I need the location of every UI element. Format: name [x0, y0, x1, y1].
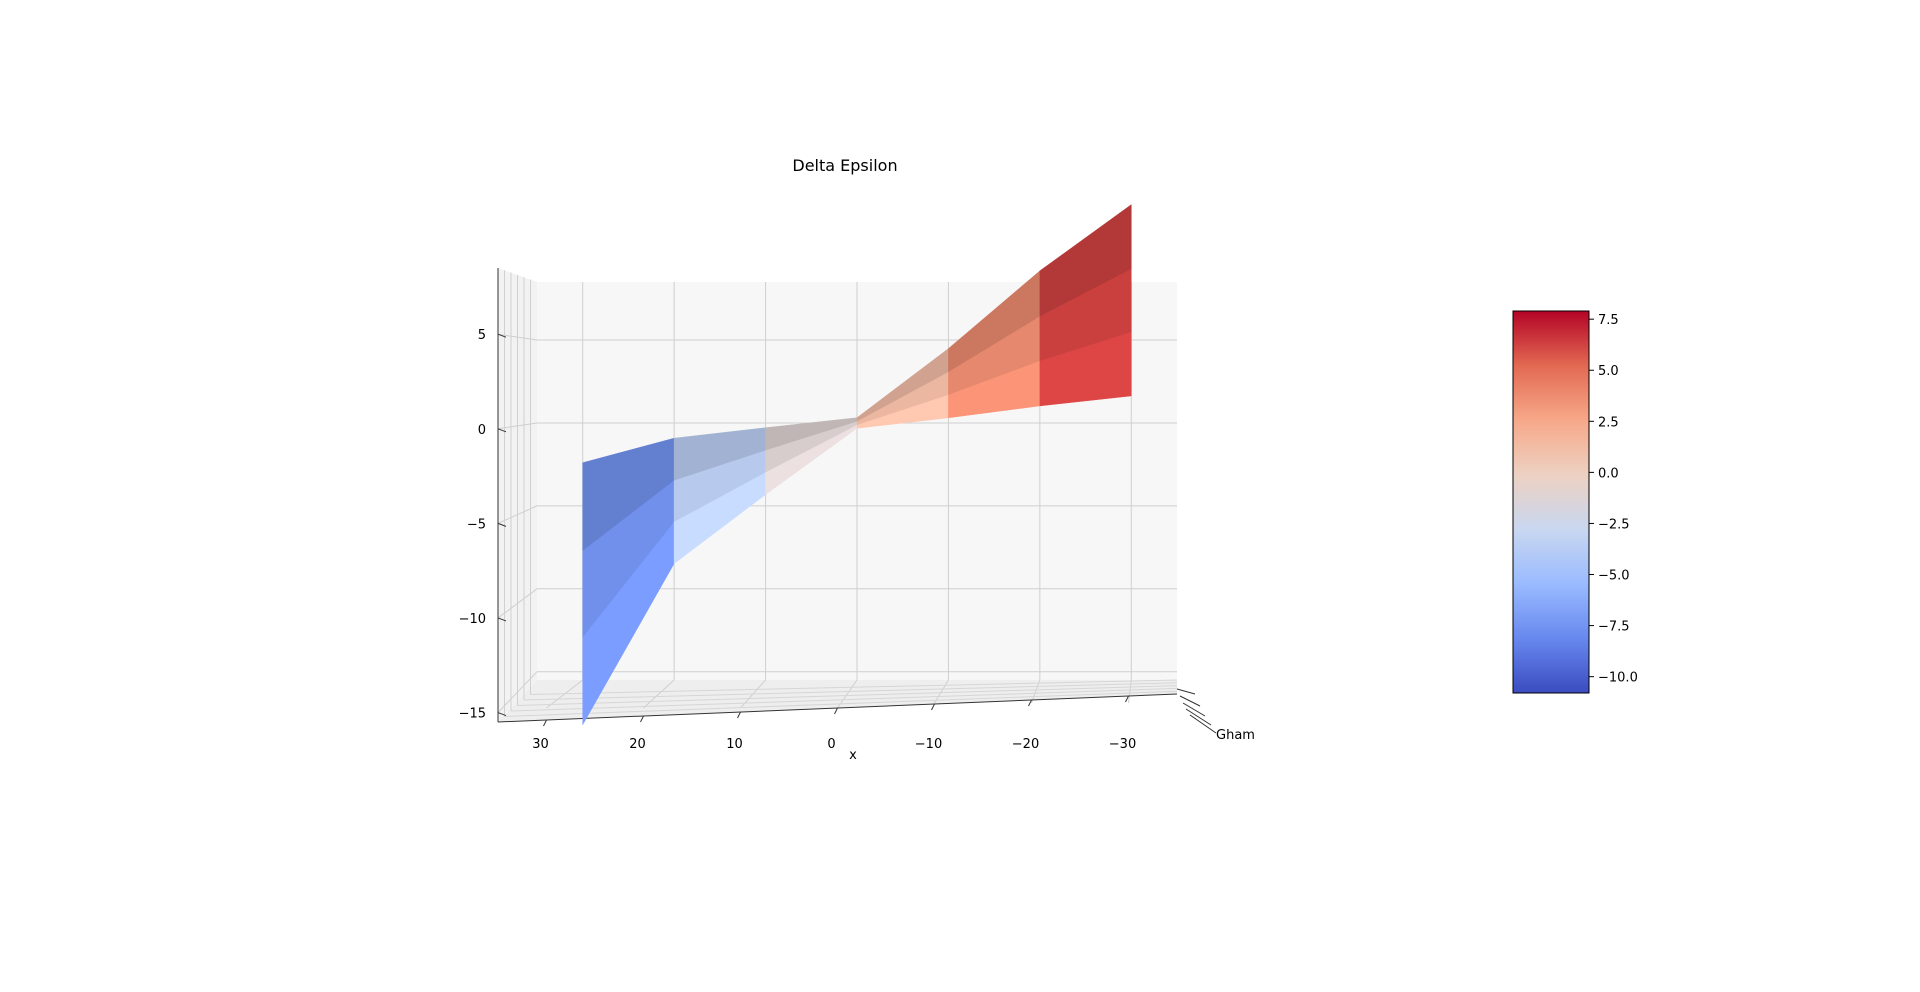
- z-tick-mark: [497, 617, 507, 622]
- y-tick-line: [1179, 695, 1201, 707]
- x-ticks: 30 20 10 0 −10 −20 −30: [532, 695, 1136, 752]
- chart-title: Delta Epsilon: [792, 156, 897, 175]
- x-tick-mark: [1028, 699, 1032, 707]
- z-tick-mark: [497, 333, 507, 338]
- z-tick-label: 5: [478, 328, 486, 343]
- x-tick-label: −10: [915, 737, 942, 752]
- z-tick-label: −15: [459, 707, 486, 722]
- surface-facet: [1039, 204, 1132, 317]
- x-tick-mark: [834, 707, 838, 715]
- z-tick-mark: [497, 712, 507, 717]
- x-axis-label: x: [849, 748, 857, 763]
- colorbar-tick-label: −5.0: [1598, 569, 1630, 584]
- surface: [582, 204, 1132, 726]
- x-tick-label: 10: [726, 737, 743, 752]
- x-tick-mark: [1125, 695, 1129, 703]
- z-tick-mark: [497, 522, 507, 527]
- x-tick-label: 30: [532, 737, 549, 752]
- colorbar-tick-label: −7.5: [1598, 620, 1630, 635]
- x-tick-mark: [737, 711, 741, 719]
- z-ticks: 5 0 −5 −10 −15: [459, 328, 507, 722]
- y-tick-line: [1182, 702, 1206, 717]
- x-tick-label: 0: [827, 737, 835, 752]
- depth-floor-line: [504, 690, 1178, 717]
- z-tick-mark: [497, 428, 507, 433]
- colorbar-ticks: 7.5 5.0 2.5 0.0 −2.5 −5.0 −7.5 −10.0: [1589, 313, 1638, 686]
- z-tick-label: −10: [459, 612, 486, 627]
- colorbar-tick-label: 0.0: [1598, 466, 1619, 481]
- y-tick-line: [1176, 688, 1196, 695]
- depth-floor-line: [510, 687, 1178, 712]
- x-tick-label: −30: [1109, 737, 1136, 752]
- colorbar-tick-label: 7.5: [1598, 313, 1619, 328]
- x-floor-gridline: [837, 679, 858, 709]
- x-floor-gridline: [1031, 679, 1041, 704]
- colorbar: 7.5 5.0 2.5 0.0 −2.5 −5.0 −7.5 −10.0: [1512, 310, 1638, 694]
- colorbar-tick-label: −10.0: [1598, 671, 1638, 686]
- x-tick-label: 20: [629, 737, 646, 752]
- depth-floor-line: [517, 685, 1178, 706]
- y-tick-line: [1185, 708, 1212, 726]
- y-tick-line: [1189, 714, 1217, 734]
- z-tick-label: 0: [478, 423, 486, 438]
- x-tick-mark: [640, 715, 644, 723]
- x-tick-label: −20: [1012, 737, 1039, 752]
- y-axis-ticks: Gham: [1176, 688, 1255, 743]
- depth-lines: [504, 270, 1178, 717]
- colorbar-gradient: [1512, 310, 1590, 694]
- depth-floor-line: [530, 679, 1178, 695]
- x-floor-gridline: [934, 679, 949, 704]
- colorbar-tick-label: 5.0: [1598, 364, 1619, 379]
- x-tick-mark: [931, 703, 935, 711]
- colorbar-tick-label: 2.5: [1598, 415, 1619, 430]
- x-floor-gridline: [643, 679, 675, 709]
- z-tick-label: −5: [467, 517, 486, 532]
- x-tick-mark: [543, 719, 547, 727]
- y-axis-label: Gham: [1216, 728, 1255, 743]
- depth-floor-line: [523, 682, 1178, 701]
- colorbar-tick-label: −2.5: [1598, 517, 1630, 532]
